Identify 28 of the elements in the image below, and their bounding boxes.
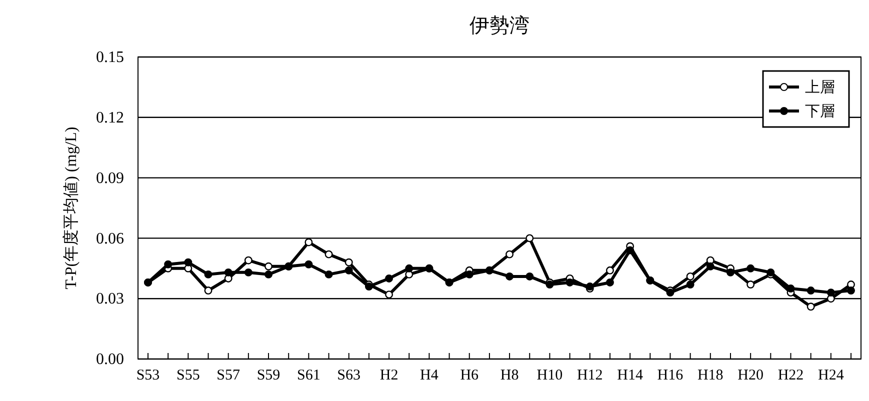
x-tick-label: H2 [380, 368, 398, 384]
y-tick-label: 0.12 [96, 110, 124, 127]
y-tick-label: 0.09 [96, 170, 124, 187]
y-tick-label: 0.00 [96, 351, 124, 368]
legend-label: 上層 [805, 79, 835, 96]
legend-label: 下層 [805, 104, 835, 120]
y-axis-title: T-P(年度平均値) (mg/L) [62, 126, 80, 290]
x-tick-label: H8 [500, 368, 519, 384]
x-tick-label: S63 [337, 368, 361, 384]
x-tick-label: S55 [176, 368, 200, 384]
x-tick-label: S59 [256, 368, 280, 384]
x-tick-label: H14 [617, 368, 644, 384]
x-tick-label: S53 [136, 368, 160, 384]
x-tick-label: H6 [460, 368, 480, 384]
x-tick-label: H24 [818, 368, 844, 384]
chart-title: 伊勢湾 [470, 15, 530, 37]
x-tick-label: H20 [738, 368, 764, 384]
x-tick-label: H4 [420, 368, 439, 384]
y-tick-label: 0.03 [96, 290, 124, 308]
y-tick-label: 0.15 [96, 49, 124, 66]
x-tick-label: H10 [536, 368, 563, 384]
x-tick-label: S61 [297, 368, 320, 384]
x-tick-label: H22 [778, 368, 804, 384]
x-tick-label: H16 [657, 368, 684, 384]
x-tick-label: H18 [697, 368, 724, 384]
x-tick-label: H12 [576, 368, 603, 384]
y-tick-label: 0.06 [96, 230, 124, 248]
x-tick-label: S57 [216, 368, 241, 384]
